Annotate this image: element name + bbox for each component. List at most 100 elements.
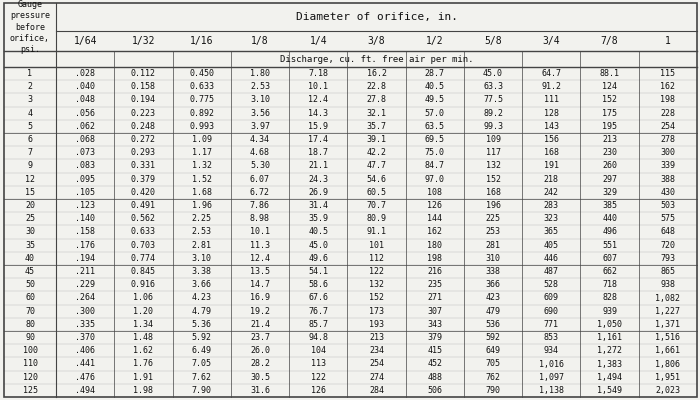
Text: 1.52: 1.52	[192, 175, 211, 184]
Text: 45: 45	[25, 267, 35, 276]
Text: 853: 853	[544, 333, 559, 342]
Text: 3.10: 3.10	[250, 96, 270, 104]
Text: 274: 274	[369, 373, 384, 382]
Text: 551: 551	[602, 241, 617, 250]
Text: 1.09: 1.09	[192, 135, 211, 144]
Text: 1.98: 1.98	[134, 386, 153, 395]
Text: 0.491: 0.491	[131, 201, 156, 210]
Text: 242: 242	[544, 188, 559, 197]
Text: 40.5: 40.5	[308, 228, 328, 236]
Text: 7: 7	[27, 148, 32, 157]
Text: 423: 423	[486, 294, 500, 302]
Text: 1.34: 1.34	[134, 320, 153, 329]
Text: 3.66: 3.66	[192, 280, 211, 289]
Text: 16.2: 16.2	[367, 69, 386, 78]
Text: .264: .264	[75, 294, 95, 302]
Text: 1,227: 1,227	[655, 307, 680, 316]
Text: 111: 111	[544, 96, 559, 104]
Text: 365: 365	[544, 228, 559, 236]
Text: 503: 503	[660, 201, 675, 210]
Text: 865: 865	[660, 267, 675, 276]
Text: 1,272: 1,272	[597, 346, 622, 355]
Text: 195: 195	[602, 122, 617, 131]
Text: 705: 705	[486, 360, 500, 368]
Text: 21.1: 21.1	[308, 162, 328, 170]
Text: 76.7: 76.7	[308, 307, 328, 316]
Text: 13.5: 13.5	[250, 267, 270, 276]
Text: 7.86: 7.86	[250, 201, 270, 210]
Text: 271: 271	[427, 294, 442, 302]
Text: 3/4: 3/4	[542, 36, 560, 46]
Text: 101: 101	[369, 241, 384, 250]
Text: 91.1: 91.1	[367, 228, 386, 236]
Text: 17.4: 17.4	[308, 135, 328, 144]
Text: Diameter of orifice, in.: Diameter of orifice, in.	[295, 12, 458, 22]
Text: 152: 152	[486, 175, 500, 184]
Text: 1/16: 1/16	[190, 36, 214, 46]
Text: 607: 607	[602, 254, 617, 263]
Text: 6: 6	[27, 135, 32, 144]
Text: 329: 329	[602, 188, 617, 197]
Text: 1,806: 1,806	[655, 360, 680, 368]
Text: .140: .140	[75, 214, 95, 223]
Text: 323: 323	[544, 214, 559, 223]
Text: 2.53: 2.53	[250, 82, 270, 91]
Text: 47.7: 47.7	[367, 162, 386, 170]
Text: 230: 230	[602, 148, 617, 157]
Text: 7.62: 7.62	[192, 373, 211, 382]
Text: 5/8: 5/8	[484, 36, 502, 46]
Text: 88.1: 88.1	[600, 69, 620, 78]
Text: 278: 278	[660, 135, 675, 144]
Text: .095: .095	[75, 175, 95, 184]
Text: 70.7: 70.7	[367, 201, 386, 210]
Text: 1,082: 1,082	[655, 294, 680, 302]
Text: 104: 104	[311, 346, 326, 355]
Text: .105: .105	[75, 188, 95, 197]
Text: 89.2: 89.2	[483, 109, 503, 118]
Text: 281: 281	[486, 241, 500, 250]
Text: 254: 254	[660, 122, 675, 131]
Text: .073: .073	[75, 148, 95, 157]
Text: 5: 5	[27, 122, 32, 131]
Text: 97.0: 97.0	[425, 175, 444, 184]
Text: 18.7: 18.7	[308, 148, 328, 157]
Text: 9: 9	[27, 162, 32, 170]
Text: 42.2: 42.2	[367, 148, 386, 157]
Text: 191: 191	[544, 162, 559, 170]
Text: 128: 128	[544, 109, 559, 118]
Text: 39.1: 39.1	[367, 135, 386, 144]
Text: 2,023: 2,023	[655, 386, 680, 395]
Text: 479: 479	[486, 307, 500, 316]
Text: 168: 168	[544, 148, 559, 157]
Text: .494: .494	[75, 386, 95, 395]
Text: 528: 528	[544, 280, 559, 289]
Text: 3: 3	[27, 96, 32, 104]
Text: 1.91: 1.91	[134, 373, 153, 382]
Text: 4: 4	[27, 109, 32, 118]
Text: 1,371: 1,371	[655, 320, 680, 329]
Text: 3.56: 3.56	[250, 109, 270, 118]
Text: 32.1: 32.1	[367, 109, 386, 118]
Text: 0.420: 0.420	[131, 188, 156, 197]
Text: 162: 162	[660, 82, 675, 91]
Text: 1.96: 1.96	[192, 201, 211, 210]
Text: 0.379: 0.379	[131, 175, 156, 184]
Text: .028: .028	[75, 69, 95, 78]
Text: 12.4: 12.4	[250, 254, 270, 263]
Text: 385: 385	[602, 201, 617, 210]
Text: 366: 366	[486, 280, 500, 289]
Text: 100: 100	[22, 346, 38, 355]
Text: 3.38: 3.38	[192, 267, 211, 276]
Text: 1,383: 1,383	[597, 360, 622, 368]
Text: 1.68: 1.68	[192, 188, 211, 197]
Text: 85.7: 85.7	[308, 320, 328, 329]
Text: 3/8: 3/8	[368, 36, 385, 46]
Text: 110: 110	[22, 360, 38, 368]
Text: 60.5: 60.5	[367, 188, 386, 197]
Text: 1/2: 1/2	[426, 36, 444, 46]
Text: 156: 156	[544, 135, 559, 144]
Text: .068: .068	[75, 135, 95, 144]
Text: 446: 446	[544, 254, 559, 263]
Text: 122: 122	[369, 267, 384, 276]
Text: Discharge, cu. ft. free air per min.: Discharge, cu. ft. free air per min.	[280, 54, 473, 64]
